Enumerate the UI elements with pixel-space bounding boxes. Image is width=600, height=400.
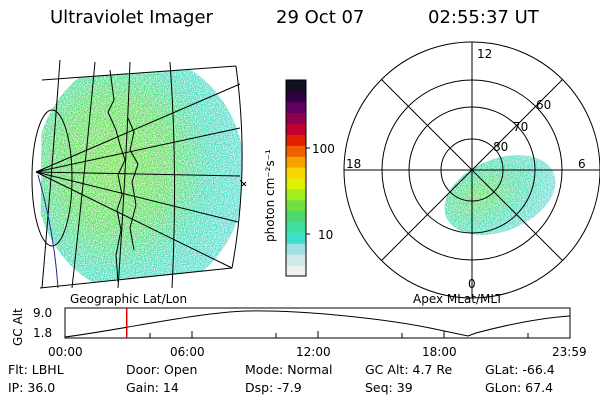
door-readout: Door: Open: [126, 362, 198, 377]
polar-grid: [343, 41, 600, 299]
small-mark: [239, 179, 247, 187]
geographic-image: [40, 66, 243, 288]
timeline-y-bottom: 1.8: [33, 326, 53, 340]
colorbar-segment: [286, 145, 306, 157]
mlt-0-label: 0: [468, 277, 476, 291]
timeline-y-label: GC Alt: [11, 308, 25, 346]
glon-readout: GLon: 67.4: [485, 380, 554, 395]
colorbar-segment: [286, 221, 306, 233]
seq-readout: Seq: 39: [365, 380, 413, 395]
timeline-tick-label: 12:00: [296, 345, 331, 359]
colorbar-frame: [285, 79, 307, 277]
lat-70-label: 70: [513, 120, 529, 134]
colorbar-unit-label: photon cm⁻²s⁻¹: [263, 149, 277, 242]
ip-readout: IP: 36.0: [8, 380, 56, 395]
gain-readout: Gain: 14: [126, 380, 179, 395]
colorbar-tick-100: 100: [312, 142, 335, 156]
colorbar-tick-10: 10: [318, 228, 334, 242]
observation-time: 02:55:37 UT: [428, 7, 539, 28]
lat-80-label: 80: [493, 140, 509, 154]
colorbar-segment: [286, 101, 306, 114]
colorbar-segment: [286, 80, 306, 92]
colorbar-segment: [286, 199, 306, 212]
glat-readout: GLat: -66.4: [485, 362, 555, 377]
colorbar-segment: [286, 134, 306, 146]
meridian-blue: [37, 174, 59, 289]
timeline-plot: [64, 307, 571, 339]
colorbar-segment: [286, 254, 306, 266]
gc-alt-readout: GC Alt: 4.7 Re: [365, 362, 453, 377]
geographic-grid: [31, 59, 243, 289]
mode-readout: Mode: Normal: [245, 362, 333, 377]
dsp-readout: Dsp: -7.9: [245, 380, 302, 395]
colorbar-segment: [286, 156, 306, 168]
timeline-tick-label: 00:00: [48, 345, 83, 359]
mlt-12-label: 12: [477, 47, 493, 61]
timeline-tick-label: 06:00: [170, 345, 205, 359]
colorbar-segment: [286, 167, 306, 179]
geographic-panel-label: Geographic Lat/Lon: [70, 292, 188, 306]
colorbar-segment: [286, 123, 306, 135]
colorbar-segment: [286, 188, 306, 201]
colorbar: [285, 79, 310, 277]
colorbar-segment: [286, 178, 306, 190]
lat-60-label: 60: [536, 98, 552, 112]
timeline-tick-label: 18:00: [422, 345, 457, 359]
observation-date: 29 Oct 07: [276, 7, 365, 28]
mlt-18-label: 18: [346, 157, 362, 171]
timeline-tick-label: 23:59: [552, 345, 587, 359]
colorbar-segment: [286, 232, 306, 244]
mlt-6-label: 6: [578, 157, 586, 171]
instrument-title: Ultraviolet Imager: [50, 7, 213, 28]
timeline-y-top: 9.0: [33, 306, 53, 320]
colorbar-segment: [286, 210, 306, 223]
colorbar-segment: [286, 90, 306, 103]
colorbar-segment: [286, 243, 306, 255]
filter-readout: Flt: LBHL: [8, 362, 64, 377]
magnetic-panel-label: Apex MLat/MLT: [413, 292, 503, 306]
colorbar-segment: [286, 265, 306, 277]
coastline: [107, 69, 139, 283]
colorbar-segment: [286, 112, 306, 125]
